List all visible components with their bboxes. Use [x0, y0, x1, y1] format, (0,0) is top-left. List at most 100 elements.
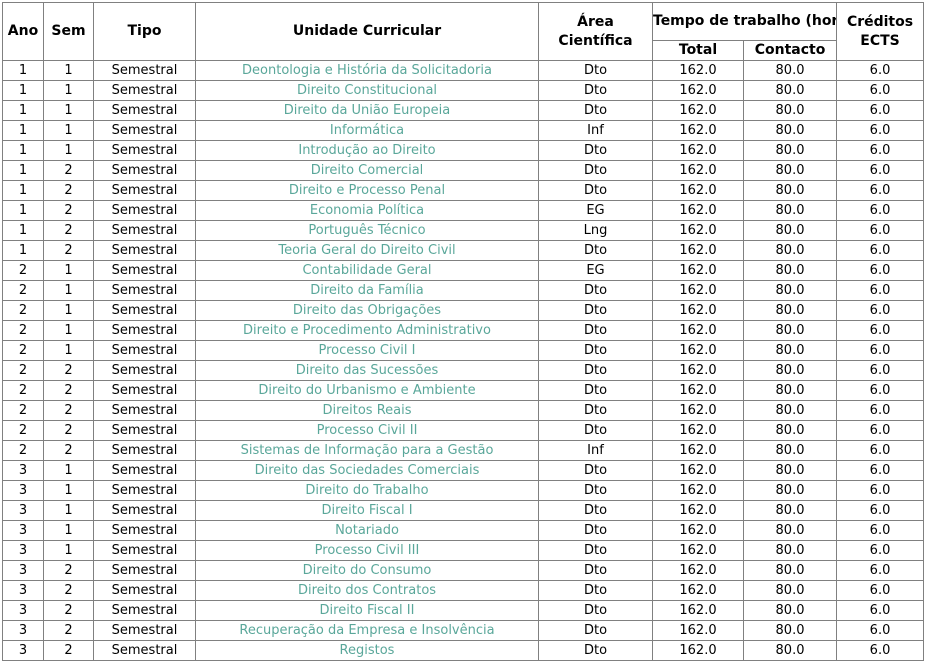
unidade-curricular-link[interactable]: Direito do Urbanismo e Ambiente	[258, 383, 476, 398]
table-row: 1 1 Semestral Introdução ao Direito Dto 162.0…	[2, 140, 925, 161]
cell-tipo: Semestral	[93, 380, 196, 401]
unidade-curricular-link[interactable]: Direito das Sucessões	[295, 363, 439, 378]
table-header: Ano Sem Tipo Unidade Curricular Área Cie…	[2, 2, 925, 61]
cell-creditos-ects: 6.0	[836, 620, 925, 641]
cell-creditos-ects: 6.0	[836, 640, 925, 661]
cell-total: 162.0	[652, 140, 744, 161]
header-tempo-de-trabalho: Tempo de trabalho (horas)	[651, 2, 838, 41]
cell-contacto: 80.0	[742, 460, 838, 481]
cell-total: 162.0	[652, 260, 744, 281]
unidade-curricular-link[interactable]: Direito e Procedimento Administrativo	[243, 323, 491, 338]
cell-ano: 2	[2, 340, 44, 361]
cell-creditos-ects: 6.0	[836, 60, 925, 81]
unidade-curricular-link[interactable]: Economia Política	[309, 203, 425, 218]
cell-ano: 3	[2, 560, 44, 581]
cell-sem: 2	[43, 580, 94, 601]
cell-tipo: Semestral	[93, 200, 196, 221]
unidade-curricular-link[interactable]: Direito da Família	[310, 283, 424, 298]
unidade-curricular-link[interactable]: Contabilidade Geral	[302, 263, 432, 278]
curriculum-table: Ano Sem Tipo Unidade Curricular Área Cie…	[2, 2, 925, 661]
cell-contacto: 80.0	[742, 480, 838, 501]
unidade-curricular-link[interactable]: Processo Civil I	[318, 343, 416, 358]
unidade-curricular-link[interactable]: Direito das Obrigações	[292, 303, 442, 318]
cell-sem: 1	[43, 300, 94, 321]
unidade-curricular-link[interactable]: Direito Constitucional	[296, 83, 438, 98]
unidade-curricular-link[interactable]: Direito dos Contratos	[297, 583, 437, 598]
cell-total: 162.0	[652, 120, 744, 141]
cell-area-cientifica: Dto	[538, 560, 653, 581]
cell-ano: 3	[2, 480, 44, 501]
cell-tipo: Semestral	[93, 400, 196, 421]
cell-creditos-ects: 6.0	[836, 160, 925, 181]
cell-tipo: Semestral	[93, 340, 196, 361]
cell-contacto: 80.0	[742, 640, 838, 661]
cell-tipo: Semestral	[93, 100, 196, 121]
cell-area-cientifica: Dto	[538, 140, 653, 161]
table-row: 1 1 Semestral Direito da União Europeia Dto 1…	[2, 100, 925, 121]
unidade-curricular-link[interactable]: Direito Fiscal II	[319, 603, 415, 618]
unidade-curricular-link[interactable]: Teoria Geral do Direito Civil	[278, 243, 456, 258]
unidade-curricular-link[interactable]: Processo Civil III	[314, 543, 420, 558]
unidade-curricular-link[interactable]: Direito da União Europeia	[283, 103, 451, 118]
unidade-curricular-link[interactable]: Introdução ao Direito	[298, 143, 436, 158]
cell-total: 162.0	[652, 420, 744, 441]
cell-creditos-ects: 6.0	[836, 520, 925, 541]
table-row: 3 2 Semestral Recuperação da Empresa e Inso…	[2, 620, 925, 641]
cell-sem: 2	[43, 380, 94, 401]
header-creditos-ects: Créditos ECTS	[836, 2, 925, 61]
cell-sem: 1	[43, 60, 94, 81]
unidade-curricular-link[interactable]: Direito Fiscal I	[321, 503, 413, 518]
cell-contacto: 80.0	[742, 400, 838, 421]
table-row: 2 1 Semestral Direito da Família Dto 162.0 80.…	[2, 280, 925, 301]
cell-creditos-ects: 6.0	[836, 460, 925, 481]
cell-contacto: 80.0	[742, 300, 838, 321]
unidade-curricular-link[interactable]: Informática	[329, 123, 405, 138]
unidade-curricular-link[interactable]: Processo Civil II	[316, 423, 418, 438]
cell-tipo: Semestral	[93, 140, 196, 161]
cell-ano: 1	[2, 200, 44, 221]
cell-total: 162.0	[652, 600, 744, 621]
cell-tipo: Semestral	[93, 540, 196, 561]
cell-area-cientifica: Dto	[538, 300, 653, 321]
cell-unidade-curricular: Sistemas de Informação para a Gestão	[195, 440, 539, 461]
cell-creditos-ects: 6.0	[836, 580, 925, 601]
unidade-curricular-link[interactable]: Direito do Trabalho	[305, 483, 429, 498]
cell-sem: 2	[43, 420, 94, 441]
unidade-curricular-link[interactable]: Notariado	[335, 523, 399, 538]
unidade-curricular-link[interactable]: Direito Comercial	[310, 163, 424, 178]
cell-unidade-curricular: Recuperação da Empresa e Insolvência	[195, 620, 539, 641]
cell-unidade-curricular: Informática	[195, 120, 539, 141]
cell-area-cientifica: Dto	[538, 240, 653, 261]
cell-area-cientifica: Dto	[538, 180, 653, 201]
cell-tipo: Semestral	[93, 320, 196, 341]
cell-sem: 2	[43, 620, 94, 641]
cell-ano: 2	[2, 260, 44, 281]
unidade-curricular-link[interactable]: Português Técnico	[308, 223, 426, 238]
unidade-curricular-link[interactable]: Direito das Sociedades Comerciais	[254, 463, 480, 478]
unidade-curricular-link[interactable]: Recuperação da Empresa e Insolvência	[239, 623, 495, 638]
table-row: 1 1 Semestral Direito Constitucional Dto 162.…	[2, 80, 925, 101]
table-row: 3 2 Semestral Direito Fiscal II Dto 162.0 80.0…	[2, 600, 925, 621]
unidade-curricular-link[interactable]: Direito e Processo Penal	[288, 183, 446, 198]
cell-contacto: 80.0	[742, 340, 838, 361]
cell-ano: 1	[2, 140, 44, 161]
unidade-curricular-link[interactable]: Direito do Consumo	[302, 563, 432, 578]
unidade-curricular-link[interactable]: Sistemas de Informação para a Gestão	[240, 443, 494, 458]
cell-area-cientifica: EG	[538, 260, 653, 281]
cell-ano: 1	[2, 100, 44, 121]
cell-sem: 2	[43, 180, 94, 201]
cell-contacto: 80.0	[742, 560, 838, 581]
unidade-curricular-link[interactable]: Direitos Reais	[322, 403, 412, 418]
cell-contacto: 80.0	[742, 320, 838, 341]
cell-ano: 1	[2, 220, 44, 241]
unidade-curricular-link[interactable]: Deontologia e História da Solicitadoria	[242, 63, 492, 78]
header-contacto: Contacto	[742, 40, 838, 61]
cell-contacto: 80.0	[742, 520, 838, 541]
cell-unidade-curricular: Direito da Família	[195, 280, 539, 301]
cell-total: 162.0	[652, 340, 744, 361]
unidade-curricular-link[interactable]: Registos	[339, 643, 395, 658]
cell-area-cientifica: Dto	[538, 160, 653, 181]
cell-area-cientifica: Dto	[538, 400, 653, 421]
cell-creditos-ects: 6.0	[836, 480, 925, 501]
cell-total: 162.0	[652, 200, 744, 221]
